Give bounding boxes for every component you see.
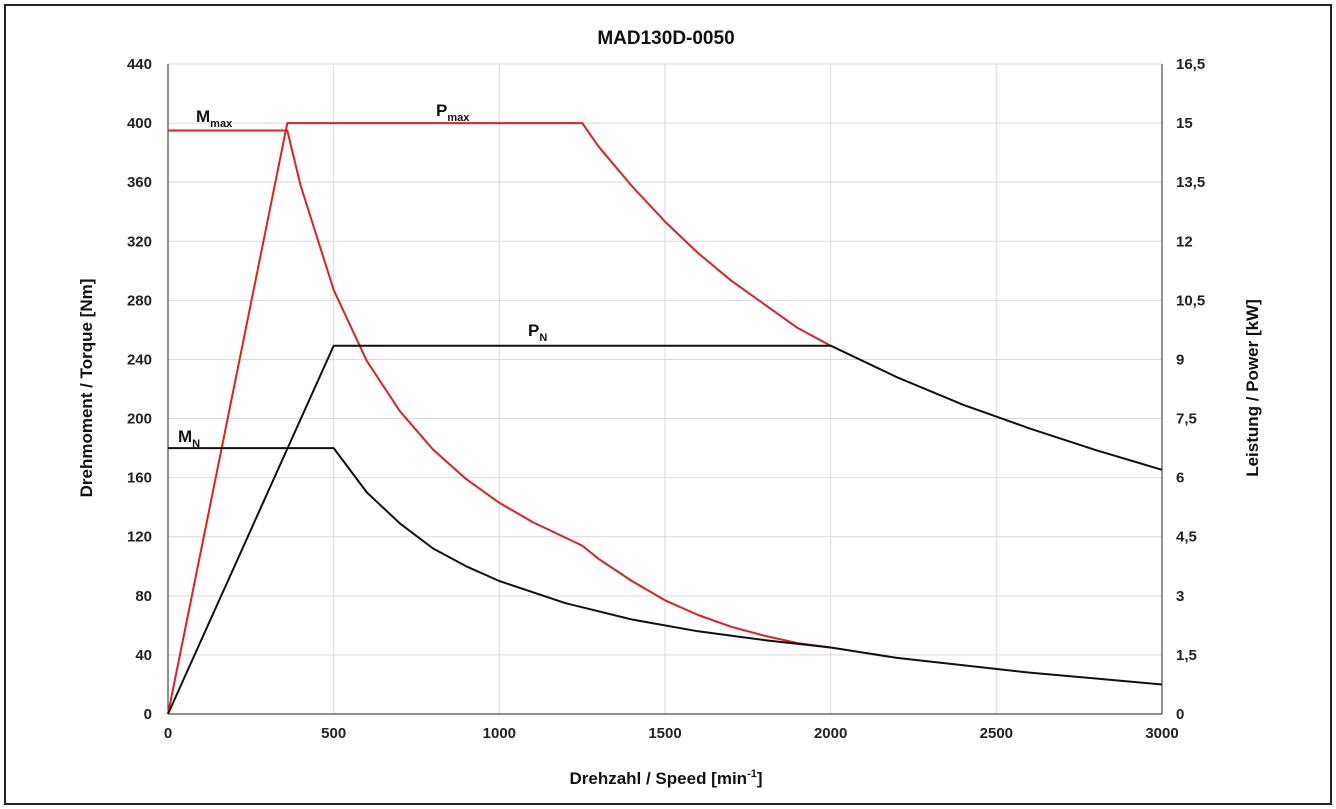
y-tick-label-right: 4,5 — [1176, 529, 1197, 546]
series-lines — [167, 122, 1163, 715]
y-tick-label-left: 320 — [127, 233, 152, 250]
tick-labels: 0 500 1000 1500 2000 2500 30000408012016020024… — [127, 56, 1205, 742]
y-tick-label-left: 200 — [127, 411, 152, 428]
series-line-m-max — [168, 129, 831, 649]
x-tick-label: 500 — [321, 725, 346, 742]
curve-label-p-n: PN — [528, 321, 547, 344]
chart: 0 500 1000 1500 2000 2500 30000408012016020024… — [77, 28, 1262, 788]
y-tick-label-left: 40 — [135, 647, 152, 664]
series-line-m-n — [168, 447, 1163, 686]
y-tick-label-right: 7,5 — [1176, 411, 1197, 428]
chart-title: MAD130D-0050 — [597, 28, 734, 49]
series-line-p-max — [167, 122, 832, 715]
x-tick-label: 2000 — [814, 725, 847, 742]
y-tick-label-left: 360 — [127, 174, 152, 191]
axes — [167, 64, 1163, 715]
y-axis-label-left: Drehmoment / Torque [Nm] — [77, 279, 96, 498]
y-tick-label-right: 0 — [1176, 706, 1184, 723]
y-tick-label-right: 15 — [1176, 115, 1193, 132]
x-tick-label: 3000 — [1145, 725, 1178, 742]
x-tick-label: 1500 — [648, 725, 681, 742]
y-tick-label-left: 280 — [127, 292, 152, 309]
curve-label-m-n: MN — [178, 427, 200, 450]
series-line-p-n — [167, 344, 1163, 715]
chart-frame: 0 500 1000 1500 2000 2500 3000 0 40 80 120 160 200 24… — [4, 4, 1332, 805]
x-tick-label: 0 — [164, 725, 172, 742]
x-axis-label: Drehzahl / Speed [min-1] — [569, 768, 762, 788]
y-tick-label-right: 6 — [1176, 470, 1184, 487]
y-tick-label-left: 400 — [127, 115, 152, 132]
y-tick-label-right: 13,5 — [1176, 174, 1205, 191]
x-tick-label: 2500 — [980, 725, 1013, 742]
y-tick-label-right: 9 — [1176, 351, 1184, 368]
y-tick-label-left: 120 — [127, 529, 152, 546]
y-tick-label-left: 240 — [127, 351, 152, 368]
y-tick-label-left: 80 — [135, 588, 152, 605]
y-tick-label-left: 0 — [144, 706, 152, 723]
y-tick-label-right: 16,5 — [1176, 56, 1205, 73]
curve-label-m-max: Mmax — [196, 107, 233, 130]
y-tick-label-right: 3 — [1176, 588, 1184, 605]
grid — [168, 63, 1163, 714]
y-tick-label-right: 10,5 — [1176, 292, 1205, 309]
y-tick-label-right: 1,5 — [1176, 647, 1197, 664]
y-axis-label-right: Leistung / Power [kW] — [1243, 299, 1262, 477]
y-tick-label-left: 440 — [127, 56, 152, 73]
curve-label-p-max: Pmax — [436, 101, 470, 124]
y-tick-label-left: 160 — [127, 470, 152, 487]
y-tick-label-right: 12 — [1176, 233, 1193, 250]
x-tick-label: 1000 — [483, 725, 516, 742]
